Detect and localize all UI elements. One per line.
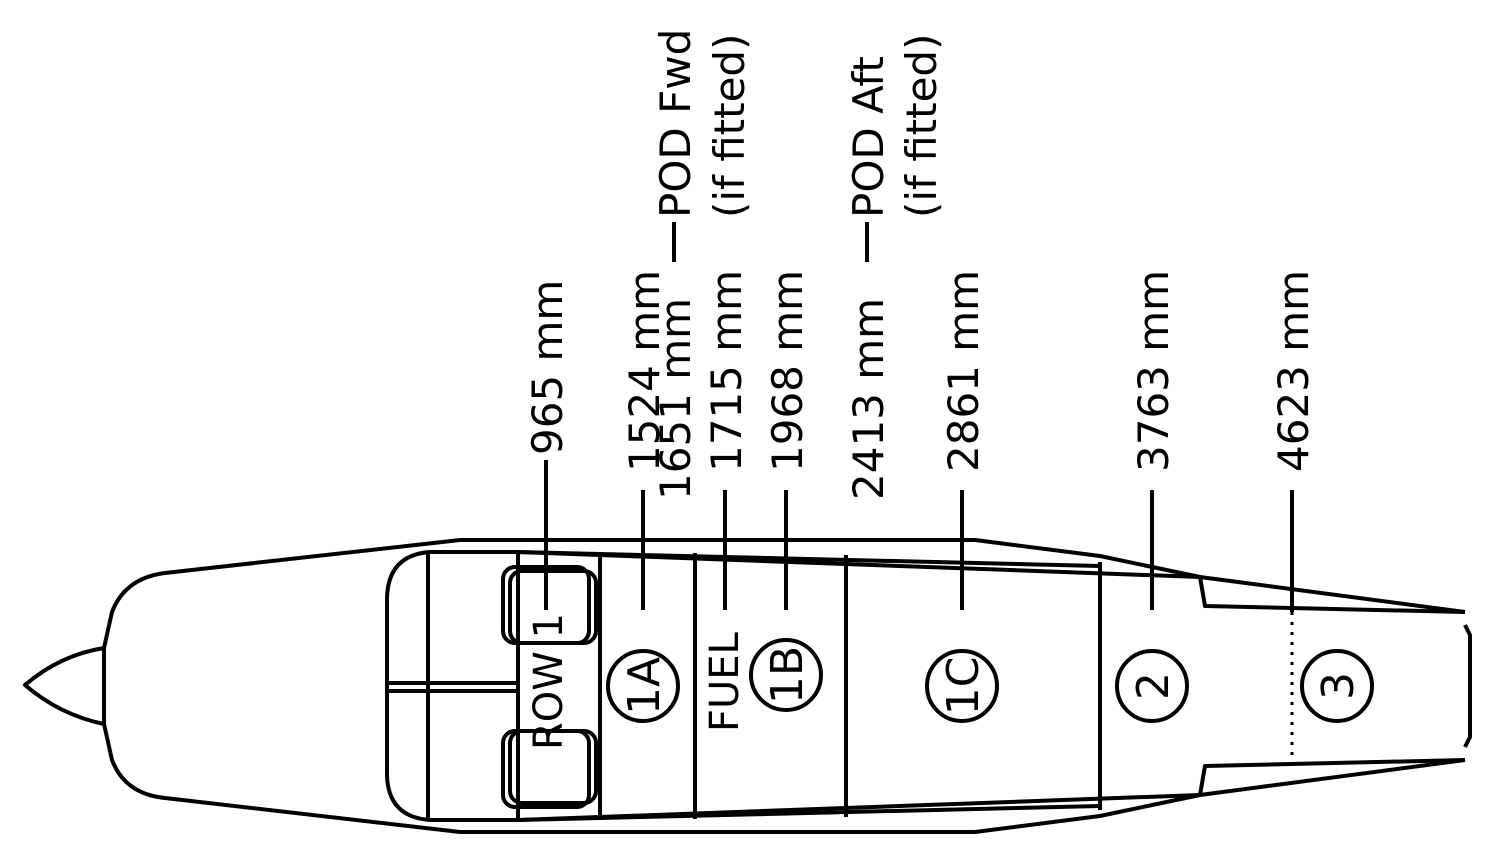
station-label-fuel: 1715 mm [702, 270, 751, 472]
pod-fwd-name: POD Fwd [651, 29, 700, 218]
station-label-row1: 965 mm [523, 280, 572, 455]
station-label-pod-fwd: 1651 mm [651, 298, 700, 500]
svg-text:3: 3 [1313, 672, 1364, 700]
cabin-bottom-contour [460, 758, 1466, 834]
station-label-1c: 2861 mm [939, 270, 988, 472]
station-label-pod-aft: 2413 mm [844, 298, 893, 500]
station-label-2: 3763 mm [1129, 270, 1178, 472]
zone-marker-1b: 1B [749, 638, 823, 712]
tailcone-lower [1199, 758, 1466, 797]
aft-cap [1463, 624, 1472, 748]
fuel-label: FUEL [702, 631, 748, 732]
seat-left-back [508, 569, 598, 645]
station-label-3: 4623 mm [1269, 270, 1318, 472]
zone-marker-2: 2 [1115, 649, 1189, 723]
station-label-1b: 1968 mm [763, 270, 812, 472]
zone-marker-3: 3 [1300, 649, 1374, 723]
fuselage-outline [23, 538, 1472, 834]
zone-marker-1a: 1A [606, 649, 680, 723]
station-label-1a: 1524 mm [620, 270, 669, 472]
svg-text:2: 2 [1128, 672, 1179, 700]
zone-marker-1c: 1C [925, 649, 999, 723]
pod-aft-name: POD Aft [844, 56, 893, 218]
cowling [102, 538, 461, 834]
seat-right-back [508, 729, 598, 805]
zone-markers: 1A 1B 1C 2 3 [606, 638, 1374, 723]
pod-fwd-fitted: (if fitted) [705, 34, 754, 218]
spinner [23, 646, 106, 726]
cabin-inner-bottom [517, 793, 1201, 822]
tailcone-upper [1199, 575, 1466, 614]
pod-aft-fitted: (if fitted) [897, 34, 946, 218]
leader-lines [544, 222, 1294, 612]
svg-text:1B: 1B [762, 646, 813, 704]
pod-notes: POD Fwd (if fitted) POD Aft (if fitted) [651, 29, 946, 218]
station-labels: 965 mm 1524 mm 1651 mm 1715 mm 1968 mm 2… [523, 270, 1318, 500]
svg-text:1A: 1A [619, 657, 670, 715]
row-1-label: ROW 1 [526, 613, 572, 750]
cabin-inner [385, 550, 1101, 822]
svg-text:1C: 1C [938, 657, 989, 716]
cabin-inner-top [517, 550, 1201, 579]
